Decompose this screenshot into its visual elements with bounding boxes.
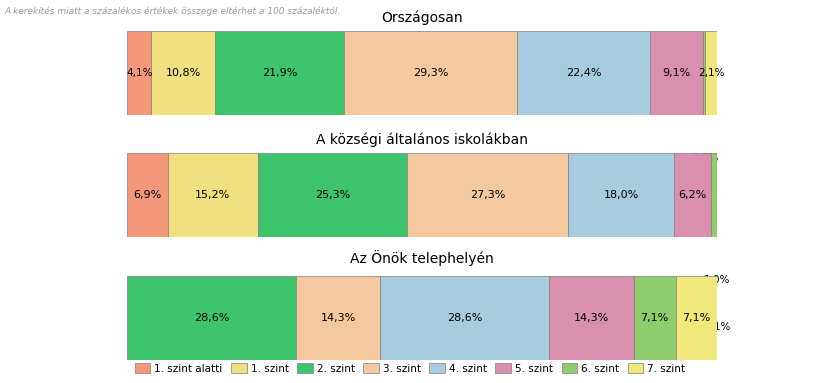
Legend: 1. szint alatti, 1. szint, 2. szint, 3. szint, 4. szint, 5. szint, 6. szint, 7. : 1. szint alatti, 1. szint, 2. szint, 3. … [130,359,689,378]
Bar [152,31,215,115]
Text: 22,4%: 22,4% [565,68,600,78]
Text: 4,1%: 4,1% [126,68,152,78]
Bar [215,31,344,115]
Text: 7,1%: 7,1% [640,313,668,323]
Text: 25,3%: 25,3% [314,190,350,200]
Bar [704,31,717,115]
Text: 15,2%: 15,2% [195,190,230,200]
Text: A kerekítés miatt a százalékos értékek összege eltérhet a 100 százaléktól.: A kerekítés miatt a százalékos értékek ö… [4,7,340,16]
Text: 29,3%: 29,3% [413,68,448,78]
Text: 2,1%: 2,1% [697,68,724,78]
Bar [257,153,406,237]
Bar [649,31,703,115]
Bar [127,31,152,115]
Text: 1,0%: 1,0% [703,275,729,285]
Text: 9,1%: 9,1% [662,68,690,78]
Bar [673,153,710,237]
Bar [633,276,675,360]
Bar [517,31,649,115]
Text: 14,3%: 14,3% [573,313,609,323]
Bar [675,276,717,360]
Bar [344,31,517,115]
Text: 7,1%: 7,1% [681,313,710,323]
Text: 14,3%: 14,3% [320,313,355,323]
Text: 10,8%: 10,8% [165,68,201,78]
Text: 27,3%: 27,3% [469,190,505,200]
Bar [127,276,296,360]
Text: 21,9%: 21,9% [262,68,297,78]
Text: A községi általános iskolákban: A községi általános iskolákban [316,133,527,147]
Text: Országosan: Országosan [381,10,463,25]
Bar [568,153,673,237]
Bar [296,276,380,360]
Bar [710,153,716,237]
Text: Az Önök telephelyén: Az Önök telephelyén [350,250,494,266]
Text: 6,9%: 6,9% [133,190,161,200]
Bar [406,153,568,237]
Text: 28,6%: 28,6% [446,313,482,323]
Text: 28,6%: 28,6% [193,313,229,323]
Bar [127,153,168,237]
Text: 18,0%: 18,0% [603,190,638,200]
Bar [703,31,704,115]
Text: 0,1%: 0,1% [704,322,730,332]
Text: 0,3%: 0,3% [691,153,717,163]
Bar [168,153,257,237]
Bar [549,276,633,360]
Bar [380,276,549,360]
Text: 6,2%: 6,2% [678,190,706,200]
